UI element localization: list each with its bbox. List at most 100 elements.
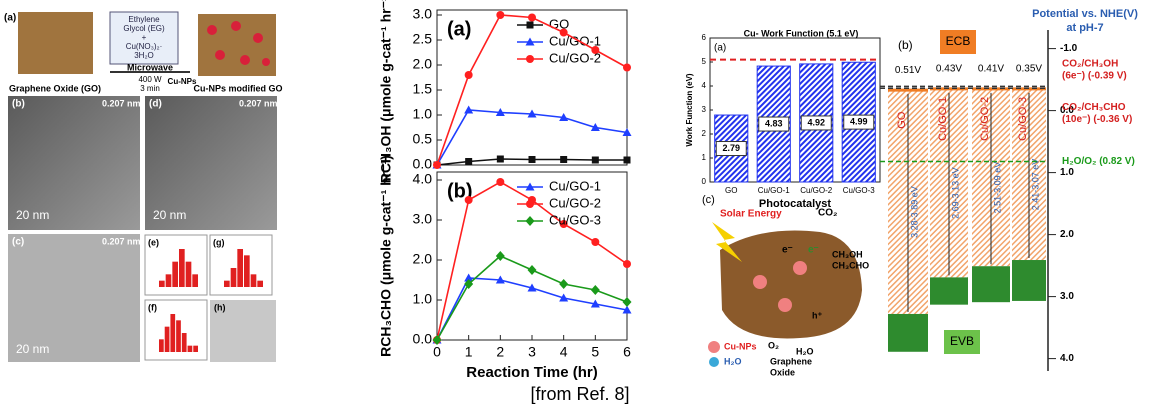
marker [591, 238, 600, 246]
label: 1 [465, 344, 473, 360]
vb-block [930, 277, 968, 305]
marker [622, 305, 632, 314]
label: 0.0 [413, 331, 433, 347]
marker [464, 273, 474, 282]
histogram-bar [185, 261, 192, 287]
value-box [715, 141, 747, 157]
marker [527, 265, 537, 275]
label: (e) [148, 237, 159, 247]
histogram-bar [172, 261, 178, 287]
micrograph-panel [8, 11, 277, 362]
marker [495, 275, 505, 284]
label: 6 [623, 344, 631, 360]
label: Reaction Time (hr) [466, 364, 597, 381]
histogram-bar [159, 280, 165, 287]
label: Cu-NPs [168, 77, 197, 86]
label: Cu/GO-2 [549, 50, 601, 65]
marker [465, 158, 473, 165]
label: 20 nm [16, 208, 49, 222]
tem-image [145, 96, 277, 230]
value-box [843, 114, 875, 130]
histogram-bar [170, 314, 176, 352]
marker [496, 155, 504, 163]
label: (g) [213, 237, 225, 247]
marker [623, 63, 631, 72]
histogram-bar [176, 320, 181, 352]
label: H₂O [796, 346, 814, 356]
label: 0.41V [978, 64, 1004, 75]
label: 3 [702, 105, 707, 114]
label: 400 W [138, 75, 162, 84]
label: 1.0 [1060, 167, 1074, 178]
lightning [712, 222, 742, 262]
marker [559, 113, 569, 121]
label: GO [896, 111, 908, 129]
label: (a) [447, 18, 471, 40]
label: (b) [898, 38, 913, 52]
histogram-bar [159, 339, 164, 352]
label: 1 [702, 153, 707, 162]
label: Cu-NPs modified GO [193, 83, 282, 93]
label: GO [549, 16, 569, 31]
label: 2.79 [722, 143, 740, 153]
label: Cu/GO-3 [549, 212, 601, 227]
label: CO₂/CH₃CHO [1062, 102, 1126, 113]
label: (10e⁻) (-0.36 V) [1062, 114, 1132, 125]
label: [from Ref. 8] [530, 384, 629, 404]
label: Cu/GO-2 [800, 186, 833, 195]
graphene-sheet [720, 230, 862, 339]
marker [590, 299, 600, 308]
label: 3.28-3.89 eV [909, 186, 919, 238]
label: 5 [702, 57, 707, 66]
marker [591, 156, 599, 164]
label: GO [725, 186, 737, 195]
label: 20 nm [153, 208, 186, 222]
label: 0.51V [895, 65, 921, 76]
marker [495, 108, 505, 116]
marker [433, 161, 441, 169]
label: 0.43V [936, 64, 962, 75]
marker [590, 123, 600, 131]
label: 2.41-3.07 eV [1030, 159, 1040, 211]
reagent-box [109, 11, 179, 65]
label: Microwave [127, 62, 173, 72]
label: Glycol (EG) [123, 24, 165, 33]
evb-box [944, 330, 980, 354]
label: CO₂/CH₃OH [1062, 59, 1118, 70]
histogram-bar [192, 274, 198, 287]
label: 1.5 [413, 81, 433, 97]
nps [207, 21, 270, 66]
marker [560, 156, 568, 163]
label: -1.0 [1060, 43, 1078, 54]
marker [559, 293, 569, 302]
label: Work Function (eV) [685, 73, 694, 147]
marker [623, 260, 631, 268]
label: Cu- Work Function (5.1 eV) [744, 28, 859, 38]
marker [559, 220, 568, 228]
label: 2.0 [1060, 229, 1074, 240]
label: + [142, 33, 147, 42]
vb-block [1012, 260, 1046, 301]
legend-marker [526, 55, 534, 63]
label: RCH₃CHO (μmole g-cat⁻¹ hr⁻¹) [378, 155, 394, 357]
label: Cu/GO-2 [979, 97, 991, 141]
label: (a) [714, 43, 726, 54]
marker [622, 128, 632, 136]
value-box [800, 115, 832, 131]
label: 0.207 nm [239, 98, 278, 108]
label: Solar Energy [720, 209, 782, 220]
label: CH₃CHO [832, 260, 869, 270]
legend-h2o [709, 357, 719, 367]
marker [559, 279, 569, 289]
label: 0 [702, 177, 707, 186]
marker [623, 156, 631, 164]
label: 4.99 [850, 116, 868, 126]
schematic [708, 222, 862, 367]
label: Potential vs. NHE(V) [1032, 8, 1138, 20]
label: 4 [702, 81, 707, 90]
tem-image [210, 300, 276, 362]
label: 3 min [140, 84, 160, 93]
label: Cu-NPs [724, 341, 757, 351]
label: 4.92 [807, 117, 825, 127]
